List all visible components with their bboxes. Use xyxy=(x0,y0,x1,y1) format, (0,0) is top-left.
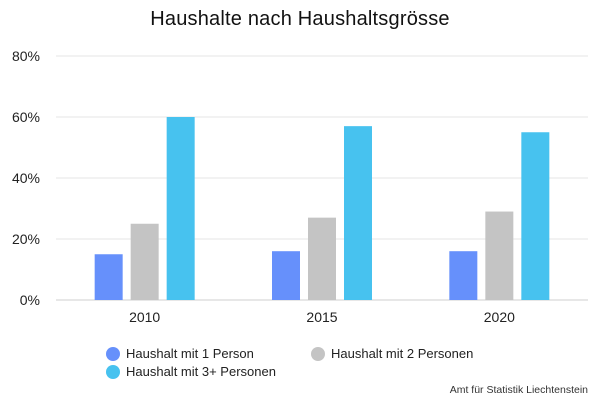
y-tick-label: 60% xyxy=(12,109,40,125)
bar-2010-series-3[interactable] xyxy=(166,117,195,300)
legend-item-1-person[interactable]: Haushalt mit 1 Person xyxy=(106,346,254,361)
bar-2020-series-2[interactable] xyxy=(485,211,514,300)
chart-title: Haushalte nach Haushaltsgrösse xyxy=(150,8,450,30)
bar-2020-series-3[interactable] xyxy=(521,132,550,300)
legend-item-3plus-personen[interactable]: Haushalt mit 3+ Personen xyxy=(106,364,276,379)
y-axis-ticks: 0% 20% 40% 60% 80% xyxy=(12,48,40,308)
bar-2020-series-1[interactable] xyxy=(449,251,478,300)
bar-2015-series-3[interactable] xyxy=(344,126,372,301)
bar-2015-series-1[interactable] xyxy=(272,251,300,300)
bars xyxy=(94,117,550,301)
x-tick-label: 2015 xyxy=(306,309,337,325)
legend-label-1-person: Haushalt mit 1 Person xyxy=(126,346,254,361)
legend-item-2-personen[interactable]: Haushalt mit 2 Personen xyxy=(311,346,473,361)
x-axis-ticks: 2010 2015 2020 xyxy=(129,309,515,325)
x-tick-label: 2010 xyxy=(129,309,160,325)
y-tick-label: 80% xyxy=(12,48,40,64)
y-tick-label: 20% xyxy=(12,231,40,247)
legend-swatch-3plus-personen xyxy=(106,364,120,379)
y-tick-label: 0% xyxy=(20,292,40,308)
legend-swatch-2-personen xyxy=(311,346,325,361)
legend-swatch-1-person xyxy=(106,346,120,361)
bar-2015-series-2[interactable] xyxy=(308,217,336,300)
y-tick-label: 40% xyxy=(12,170,40,186)
legend-label-3plus-personen: Haushalt mit 3+ Personen xyxy=(126,364,276,379)
bar-2010-series-1[interactable] xyxy=(94,254,123,300)
legend-label-2-personen: Haushalt mit 2 Personen xyxy=(331,346,474,361)
x-tick-label: 2020 xyxy=(484,309,515,325)
bar-2010-series-2[interactable] xyxy=(130,223,159,300)
source-credit: Amt für Statistik Liechtenstein xyxy=(449,384,588,396)
